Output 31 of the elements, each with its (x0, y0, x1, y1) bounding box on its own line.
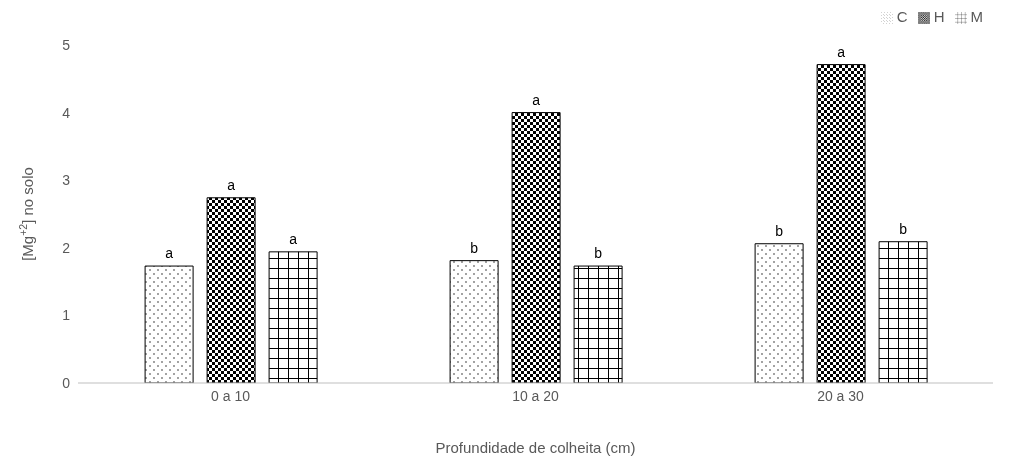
y-tick-label: 2 (62, 239, 71, 256)
x-tick-label: 0 a 10 (211, 387, 251, 404)
legend-label: C (896, 8, 908, 25)
bar (816, 64, 866, 383)
y-tick-label: 4 (62, 104, 71, 121)
data-label: a (227, 176, 236, 193)
legend-label: M (970, 8, 983, 25)
data-label: a (532, 91, 541, 108)
bar (754, 243, 804, 383)
bar (511, 112, 561, 383)
data-label: b (775, 222, 784, 239)
bar (268, 251, 318, 383)
y-tick-label: 0 (62, 374, 71, 391)
data-label: b (594, 245, 603, 262)
y-tick-label: 3 (62, 172, 71, 189)
y-tick-label: 1 (62, 307, 71, 324)
data-label: a (289, 230, 298, 247)
bar (449, 260, 499, 383)
data-label: b (899, 220, 908, 237)
x-axis-title: Profundidade de colheita (cm) (435, 439, 636, 456)
data-label: b (470, 239, 479, 256)
x-tick-label: 10 a 20 (512, 387, 560, 404)
y-tick-label: 5 (62, 36, 71, 53)
bar (206, 197, 256, 383)
bar (878, 241, 928, 383)
legend-label: H (933, 8, 945, 25)
x-tick-label: 20 a 30 (817, 387, 865, 404)
bar (144, 265, 194, 383)
data-label: a (165, 245, 174, 262)
bar (573, 265, 623, 383)
data-label: a (837, 43, 846, 60)
